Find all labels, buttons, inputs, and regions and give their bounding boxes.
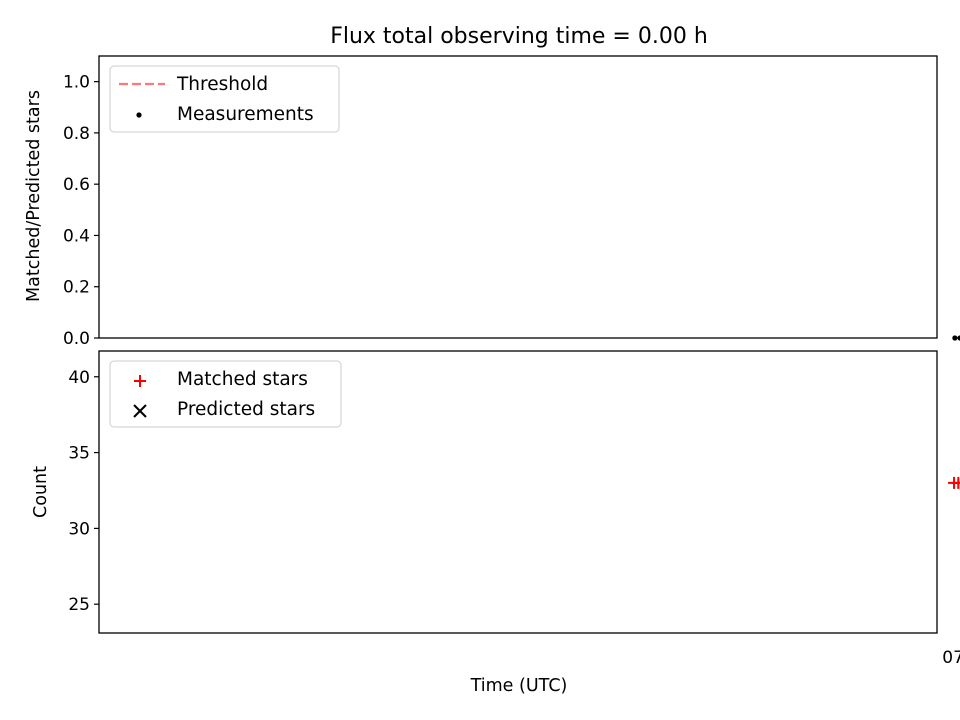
predicted-legend-swatch bbox=[133, 404, 147, 418]
bottom-axes: 2530354000:0001:0002:0003:0004:0005:0006… bbox=[68, 350, 960, 668]
bottom-y-tick-label: 25 bbox=[68, 595, 90, 615]
bottom-y-tick-label: 35 bbox=[68, 444, 90, 464]
top-y-tick-label: 1.0 bbox=[63, 73, 90, 93]
x-axis-label: Time (UTC) bbox=[470, 676, 568, 696]
bottom-y-tick-label: 40 bbox=[68, 368, 90, 388]
bottom-y-tick-label: 30 bbox=[68, 519, 90, 539]
top-y-tick-label: 0.0 bbox=[63, 329, 90, 349]
top-axes-frame bbox=[98, 55, 938, 339]
top-y-axis-label: Matched/Predicted stars bbox=[24, 90, 44, 302]
x-tick-label: 07:00 bbox=[942, 648, 960, 668]
measurement-point bbox=[952, 335, 958, 341]
matched-legend-label: Matched stars bbox=[177, 369, 308, 390]
measurements-legend-swatch bbox=[136, 112, 142, 118]
bottom-legend: Matched stars Predicted stars bbox=[109, 360, 342, 428]
top-legend-box bbox=[109, 65, 340, 133]
bottom-ticks: 2530354000:0001:0002:0003:0004:0005:0006… bbox=[68, 368, 960, 668]
top-series-layer bbox=[952, 208, 960, 341]
threshold-legend-label: Threshold bbox=[176, 74, 268, 95]
measurement-point bbox=[957, 335, 960, 341]
top-ticks: 0.0 0.2 0.4 0.6 0.8 1.0 bbox=[63, 73, 99, 349]
bottom-legend-box bbox=[109, 360, 342, 428]
chart-title: Flux total observing time = 0.00 h bbox=[330, 24, 708, 49]
bottom-y-axis-label: Count bbox=[31, 466, 51, 518]
top-y-tick-label: 0.8 bbox=[63, 124, 90, 144]
top-y-tick-label: 0.2 bbox=[63, 278, 90, 298]
measurements-legend-label: Measurements bbox=[177, 104, 314, 125]
top-y-tick-label: 0.4 bbox=[63, 226, 90, 246]
bottom-series-layer bbox=[948, 476, 960, 489]
predicted-legend-label: Predicted stars bbox=[177, 399, 315, 420]
bottom-axes-frame bbox=[98, 350, 938, 634]
top-legend: Threshold Measurements bbox=[109, 65, 340, 133]
matched-point bbox=[948, 476, 960, 489]
top-y-tick-label: 0.6 bbox=[63, 175, 90, 195]
top-axes: 0.0 0.2 0.4 0.6 0.8 1.0 Threshold Measurement… bbox=[63, 55, 960, 349]
matched-legend-swatch bbox=[134, 375, 146, 387]
